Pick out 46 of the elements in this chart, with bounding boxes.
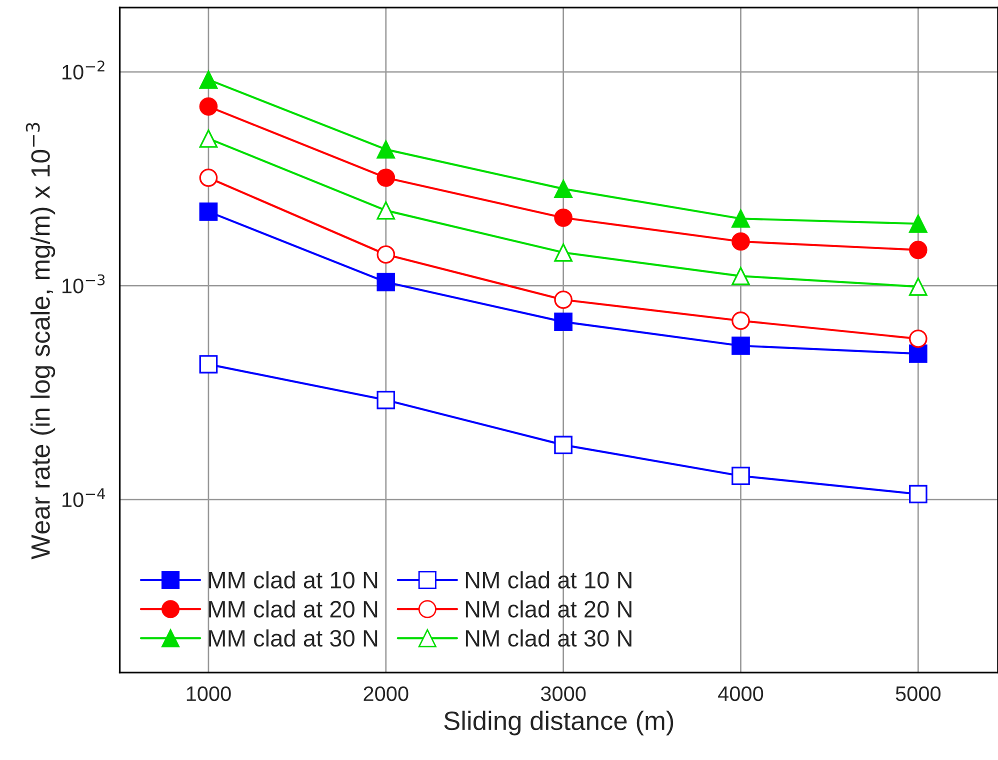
point (908, 484, 928, 504)
y-axis-title: Wear rate (in log scale, mg/m) x 10$^{−3}$ (26, 122, 56, 560)
legend-label: MM clad at 20 N (209, 600, 378, 618)
point (199, 97, 218, 116)
point (732, 466, 750, 486)
point (908, 240, 928, 260)
point (908, 277, 928, 296)
legend-label: MM clad at 10 N (209, 571, 378, 588)
point (376, 272, 396, 292)
point (199, 355, 218, 374)
point (199, 129, 218, 148)
point (554, 290, 572, 309)
point (376, 390, 396, 410)
point (199, 168, 218, 187)
y-tick-label: 10$^{−3}$ (62, 274, 105, 294)
point (376, 168, 396, 187)
legend-label: MM clad at 30 N (209, 629, 378, 647)
x-tick-label: 4000 (718, 686, 764, 702)
point (908, 214, 928, 233)
legend-label: NM clad at 10 N (466, 571, 632, 588)
point (554, 243, 572, 262)
point (376, 201, 396, 220)
y-tick-label: 10$^{−4}$ (62, 488, 105, 508)
point (732, 312, 750, 330)
legend-label: NM clad at 20 N (466, 600, 632, 618)
x-tick-label: 2000 (364, 686, 408, 702)
point (554, 312, 572, 331)
point (554, 180, 572, 198)
y-tick-label: 10$^{−2}$ (62, 60, 104, 80)
x-tick-label: 5000 (896, 686, 941, 702)
point (732, 266, 750, 286)
point (554, 436, 572, 454)
legend-label: NM clad at 30 N (466, 629, 632, 647)
point (199, 70, 218, 89)
point (199, 202, 218, 221)
point (376, 245, 396, 264)
point (376, 140, 396, 159)
point (908, 330, 928, 348)
point (732, 232, 750, 251)
point (732, 209, 750, 228)
point (732, 336, 750, 355)
x-tick-label: 1000 (186, 686, 231, 702)
point (908, 344, 928, 363)
x-axis-title: Sliding distance (m) (444, 710, 674, 736)
point (554, 208, 572, 227)
x-tick-label: 3000 (540, 686, 586, 702)
